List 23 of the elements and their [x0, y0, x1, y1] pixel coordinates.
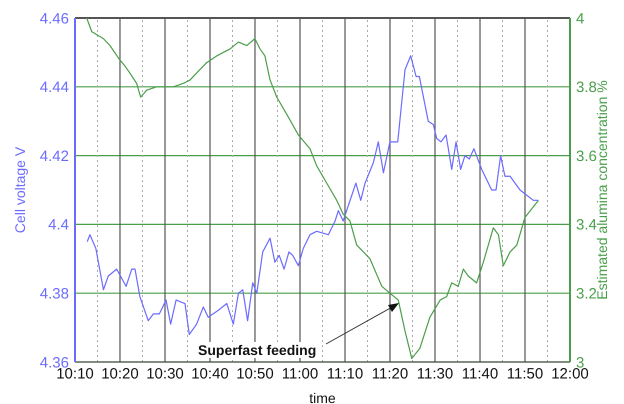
x-tick-label: 11:20: [372, 366, 408, 383]
annotation: Superfast feeding: [196, 342, 318, 358]
x-tick-label: 10:20: [101, 366, 139, 383]
y-tick-label: 4.44: [40, 79, 69, 96]
x-tick-label: 11:40: [462, 366, 498, 383]
y-axis-title: Cell voltage V: [12, 146, 28, 234]
y2-tick-label: 3.6: [576, 148, 597, 165]
x-axis-title: time: [309, 390, 336, 404]
line-series: [86, 55, 540, 336]
x-tick-label: 10:30: [146, 366, 184, 383]
y2-tick-label: 3.2: [576, 286, 597, 303]
y2-tick-label: 3.8: [576, 79, 597, 96]
y-tick-label: 4.46: [40, 10, 69, 28]
y-tick-label: 4.4: [48, 216, 69, 234]
x-tick-label: 10:40: [191, 366, 229, 383]
x-tick-label: 11:30: [416, 366, 454, 383]
y-tick-label: 4.38: [40, 286, 69, 303]
x-tick-label: 11:10: [326, 366, 364, 383]
y-tick-label: 4.42: [40, 148, 69, 165]
x-tick-label: 11:00: [282, 366, 318, 383]
x-tick-label: 11:50: [506, 366, 544, 383]
y2-tick-label: 4: [576, 10, 584, 28]
x-tick-label: 10:50: [236, 366, 274, 383]
